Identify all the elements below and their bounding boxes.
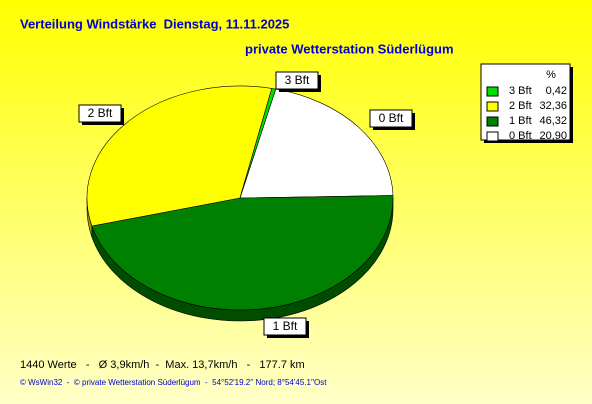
legend-label: 1 Bft xyxy=(509,115,532,127)
chart-title: Verteilung Windstärke Dienstag, 11.11.20… xyxy=(20,16,289,31)
legend-value: 0,42 xyxy=(546,85,567,97)
legend-value: 20,90 xyxy=(539,130,567,142)
slice xyxy=(239,88,394,199)
legend-value: 32,36 xyxy=(539,100,567,112)
legend-label: 2 Bft xyxy=(509,100,532,112)
legend-label: 3 Bft xyxy=(509,85,532,97)
chart-subtitle: private Wetterstation Süderlügum xyxy=(245,41,454,56)
label-box xyxy=(369,109,413,128)
pie xyxy=(86,85,394,322)
legend-value: 46,32 xyxy=(539,115,567,127)
slice-label: 3 Bft xyxy=(285,73,310,87)
legend-entries: 3 Bft 0,42 2 Bft 32,36 1 Bft 46,32 0 Bft 20,90 xyxy=(486,85,567,142)
footer-credit: © WsWin32 - © private Wetterstation Süde… xyxy=(20,378,327,387)
legend-label: 0 Bft xyxy=(509,130,532,142)
slice-label: 2 Bft xyxy=(88,106,113,120)
slice-label: 1 Bft xyxy=(273,319,298,333)
slice-label: 0 Bft xyxy=(379,111,404,125)
legend-swatch xyxy=(486,116,499,127)
label-box xyxy=(263,317,307,336)
footer-stats: 1440 Werte - Ø 3,9km/h - Max. 13,7km/h -… xyxy=(20,359,305,371)
slice xyxy=(91,195,394,311)
legend-header: % xyxy=(546,69,556,81)
label-box xyxy=(78,104,122,123)
legend-swatch xyxy=(486,86,499,97)
legend-swatch xyxy=(486,131,499,142)
label-box xyxy=(275,71,319,90)
legend-swatch xyxy=(486,101,499,112)
slice-labels: 3 Bft 2 Bft 1 Bft 0 Bft xyxy=(78,71,415,338)
slice xyxy=(86,85,273,227)
